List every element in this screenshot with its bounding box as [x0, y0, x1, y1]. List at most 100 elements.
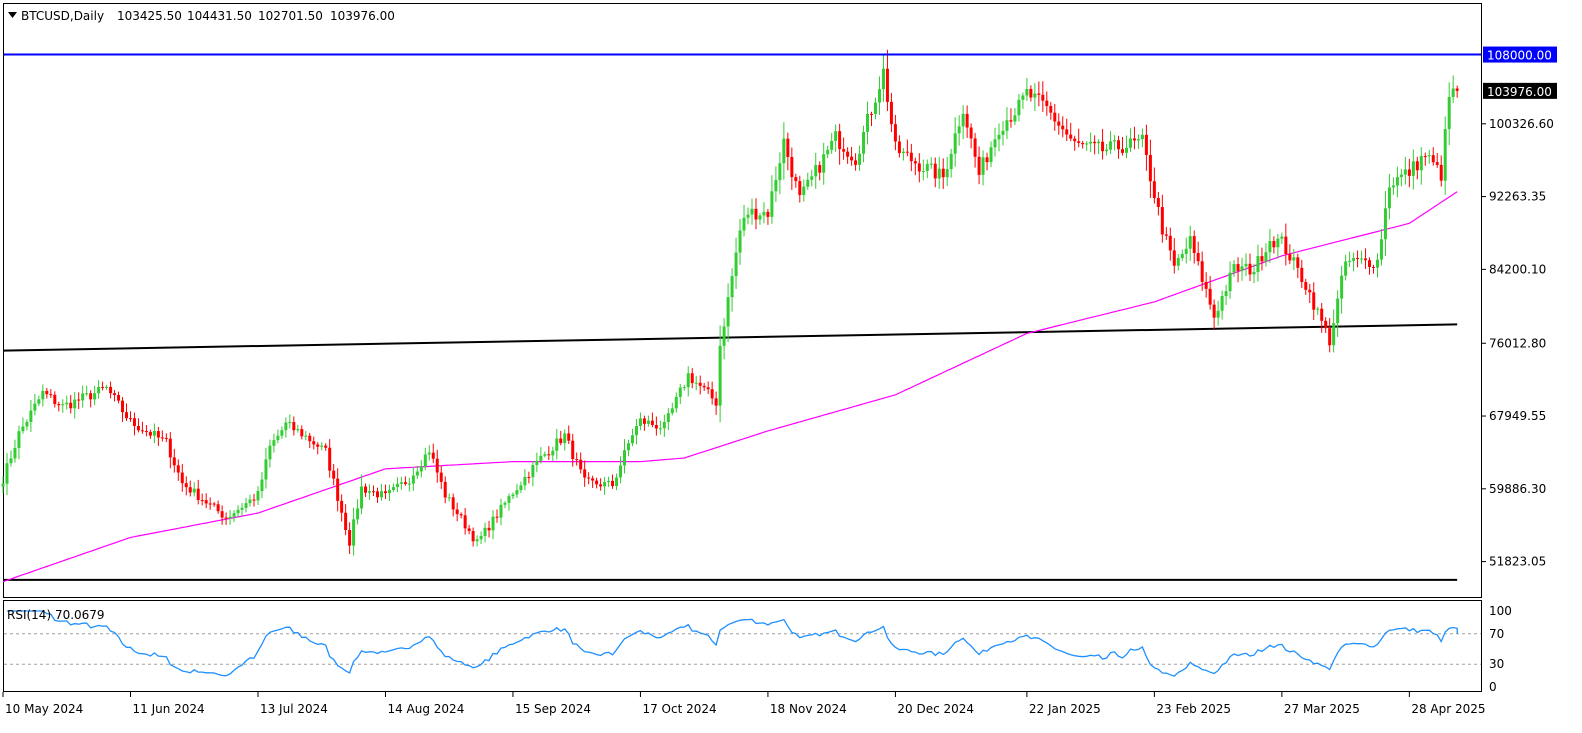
candle — [383, 484, 387, 499]
candle — [615, 473, 619, 491]
candle — [61, 399, 65, 413]
candle-body — [770, 191, 774, 217]
candle-body — [531, 465, 535, 478]
candle — [284, 417, 288, 438]
candle-body — [957, 126, 961, 134]
candle — [320, 442, 324, 451]
date-label: 28 Apr 2025 — [1411, 702, 1485, 716]
candle — [1451, 75, 1455, 103]
candle-body — [368, 491, 372, 493]
candle — [1148, 139, 1152, 198]
candle-body — [1356, 258, 1360, 260]
candle-body — [1308, 289, 1312, 293]
candle — [937, 156, 941, 189]
candle — [487, 520, 491, 538]
candle — [925, 159, 929, 179]
candle-body — [734, 252, 738, 277]
candle — [1180, 249, 1184, 261]
candle-body — [491, 516, 495, 531]
price-axis: 108000.00 100326.60 92263.35 84200.10 76012.… — [1481, 46, 1557, 569]
candle-body — [1248, 263, 1252, 275]
candle — [288, 414, 292, 429]
rsi-tick-label: 30 — [1489, 657, 1504, 671]
candle-body — [1148, 154, 1152, 182]
candle-body — [977, 156, 981, 175]
candle-body — [706, 387, 710, 390]
candle — [407, 477, 411, 492]
candle — [750, 198, 754, 225]
candle — [1200, 251, 1204, 291]
candle-body — [873, 102, 877, 114]
candle — [395, 477, 399, 493]
candle-body — [682, 387, 686, 389]
candle — [567, 425, 571, 444]
ohlc-close: 103976.00 — [330, 9, 395, 23]
candle-body — [483, 527, 487, 537]
candle-body — [69, 402, 73, 409]
candle — [483, 522, 487, 543]
candle — [511, 492, 515, 500]
candle — [734, 237, 738, 290]
candle — [1415, 156, 1419, 180]
candle-body — [244, 503, 248, 508]
candle — [1001, 121, 1005, 146]
candle-body — [850, 156, 854, 161]
candle — [1304, 278, 1308, 295]
candle-body — [842, 149, 846, 152]
candle-body — [925, 164, 929, 171]
candle — [1288, 244, 1292, 265]
candle-body — [1101, 141, 1105, 152]
candle — [1316, 306, 1320, 315]
candle — [332, 463, 336, 486]
candle — [256, 486, 260, 505]
candle — [579, 452, 583, 474]
candle — [1371, 264, 1375, 274]
candle — [1228, 261, 1232, 299]
candle-body — [65, 402, 69, 405]
candle — [634, 419, 638, 445]
candle — [969, 123, 973, 149]
candle-body — [268, 445, 272, 460]
date-label: 15 Sep 2024 — [515, 702, 591, 716]
candle — [312, 436, 316, 450]
candle-body — [1049, 106, 1053, 113]
candle — [160, 430, 164, 442]
candle — [933, 157, 937, 188]
collapse-triangle-icon[interactable] — [8, 12, 17, 18]
candle — [826, 145, 830, 159]
candle — [1411, 149, 1415, 190]
candle-body — [1296, 257, 1300, 268]
candle-body — [1415, 161, 1419, 171]
candle-body — [77, 399, 81, 401]
candle-body — [383, 491, 387, 494]
candle-body — [818, 165, 822, 173]
candle-body — [826, 149, 830, 155]
candle — [248, 494, 252, 507]
candle-body — [1156, 198, 1160, 208]
candle-body — [794, 177, 798, 182]
candle — [742, 204, 746, 237]
candle — [897, 135, 901, 158]
moving-average-line — [2, 191, 1458, 583]
candle-body — [304, 435, 308, 437]
candle-body — [754, 208, 758, 220]
candle-body — [499, 504, 503, 518]
trendline-support-upper — [2, 323, 1458, 352]
candle-body — [1196, 252, 1200, 262]
rsi-label: RSI(14) 70.0679 — [7, 608, 105, 622]
candle — [1216, 300, 1220, 326]
candle-body — [1097, 141, 1101, 144]
candle — [1160, 194, 1164, 243]
candle-body — [180, 472, 184, 484]
candle-body — [846, 151, 850, 157]
candle-body — [810, 176, 814, 180]
candle — [726, 283, 730, 343]
candle — [1097, 139, 1101, 155]
candle — [1383, 190, 1387, 257]
candle — [730, 268, 734, 312]
candle — [125, 403, 129, 421]
candle — [1352, 252, 1356, 272]
candle-body — [1443, 129, 1447, 181]
candle — [1089, 132, 1093, 153]
